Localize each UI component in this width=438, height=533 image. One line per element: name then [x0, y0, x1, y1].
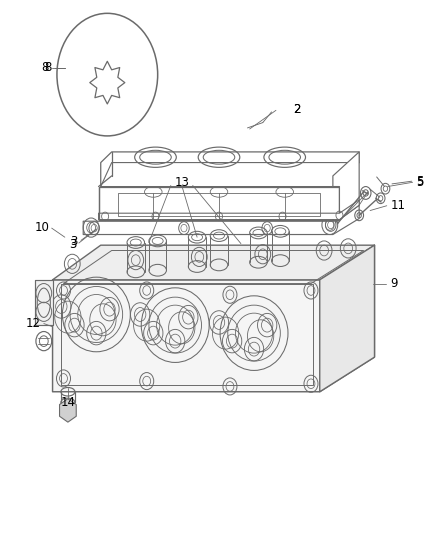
Polygon shape	[99, 187, 339, 220]
Polygon shape	[60, 399, 76, 422]
Polygon shape	[320, 245, 374, 392]
Text: 13: 13	[174, 176, 189, 189]
Text: 11: 11	[391, 199, 406, 212]
Polygon shape	[101, 152, 359, 187]
Text: 3: 3	[69, 238, 76, 251]
Polygon shape	[53, 245, 374, 392]
Text: 5: 5	[416, 175, 424, 188]
Text: 8: 8	[44, 61, 52, 74]
Polygon shape	[53, 245, 374, 280]
Polygon shape	[83, 205, 359, 235]
Polygon shape	[101, 163, 359, 187]
Polygon shape	[35, 280, 53, 325]
Polygon shape	[99, 200, 359, 220]
Text: 10: 10	[35, 221, 49, 234]
Text: 14: 14	[60, 396, 75, 409]
Text: 3: 3	[71, 236, 78, 248]
Text: 9: 9	[390, 277, 397, 290]
Text: 12: 12	[26, 317, 41, 330]
Polygon shape	[333, 152, 359, 220]
Text: 8: 8	[42, 61, 49, 74]
Text: 2: 2	[293, 103, 301, 116]
Text: 2: 2	[293, 103, 301, 116]
Text: 5: 5	[416, 176, 424, 189]
